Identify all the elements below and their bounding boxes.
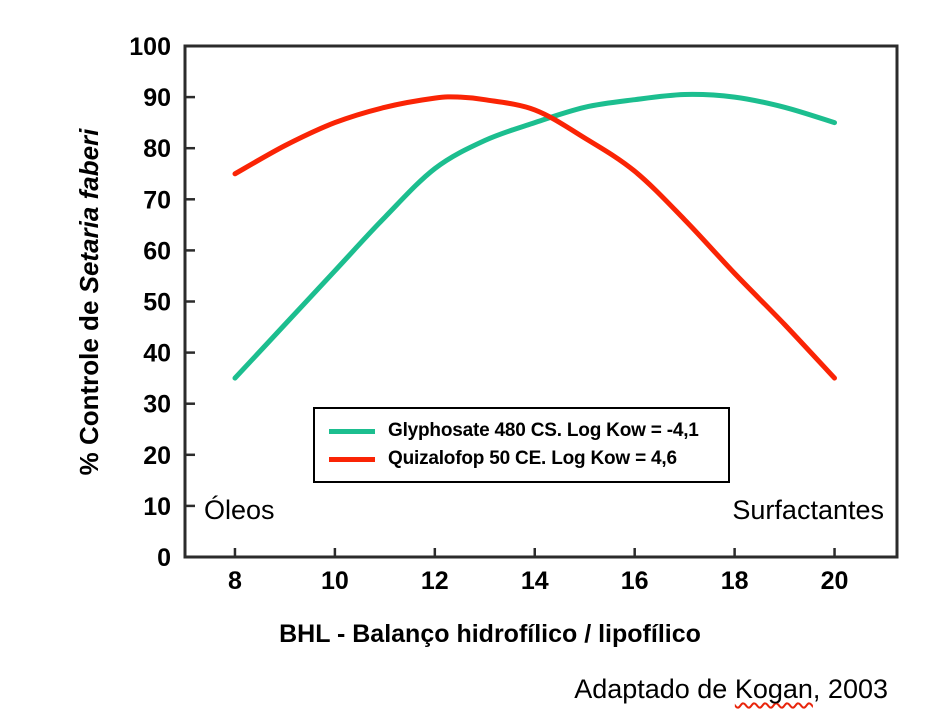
- y-tick-label: 30: [143, 391, 171, 419]
- plot-border: [183, 44, 899, 559]
- legend-line-swatch-green: [329, 428, 375, 434]
- y-tick-label: 90: [143, 84, 171, 112]
- x-tick-label: 14: [521, 567, 549, 595]
- y-axis-title: % Controle de Setaria faberi: [74, 70, 106, 534]
- legend-line-swatch-red: [329, 456, 375, 462]
- source-note-underlined-word: Kogan: [734, 674, 813, 704]
- y-tick-label: 40: [143, 340, 171, 368]
- y-tick-label: 20: [143, 442, 171, 470]
- x-tick-label: 18: [721, 567, 749, 595]
- y-tick-label: 10: [143, 493, 171, 521]
- legend-item-glyphosate: Glyphosate 480 CS. Log Kow = -4,1: [329, 420, 728, 442]
- y-tick-label: 60: [143, 237, 171, 265]
- y-tick-label: 0: [157, 544, 171, 572]
- y-tick-label: 100: [129, 33, 171, 61]
- x-axis-title: BHL - Balanço hidrofílico / lipofílico: [279, 620, 701, 648]
- x-tick-label: 20: [821, 567, 849, 595]
- y-axis-title-species: Setaria faberi: [74, 128, 104, 294]
- legend-label-glyphosate: Glyphosate 480 CS. Log Kow = -4,1: [388, 420, 699, 441]
- annotation-surfactantes: Surfactantes: [732, 495, 884, 525]
- source-note-suffix: , 2003: [812, 674, 888, 704]
- chart-legend: Glyphosate 480 CS. Log Kow = -4,1 Quizal…: [313, 407, 730, 483]
- series-line-quizalofop: [232, 94, 837, 381]
- y-axis-title-prefix: % Controle de: [74, 293, 104, 476]
- source-note-prefix: Adaptado de: [574, 674, 735, 704]
- legend-item-quizalofop: Quizalofop 50 CE. Log Kow = 4,6: [329, 448, 728, 470]
- x-tick-label: 8: [228, 567, 242, 595]
- source-note: Adaptado de Kogan, 2003: [400, 674, 888, 705]
- x-tick-label: 10: [321, 567, 349, 595]
- y-tick-label: 70: [143, 186, 171, 214]
- annotation-oleos: Óleos: [204, 495, 275, 525]
- x-tick-label: 16: [621, 567, 649, 595]
- y-tick-label: 50: [143, 289, 171, 317]
- y-tick-label: 80: [143, 135, 171, 163]
- series-line-glyphosate: [232, 91, 837, 381]
- x-tick-label: 12: [421, 567, 449, 595]
- legend-label-quizalofop: Quizalofop 50 CE. Log Kow = 4,6: [388, 448, 677, 469]
